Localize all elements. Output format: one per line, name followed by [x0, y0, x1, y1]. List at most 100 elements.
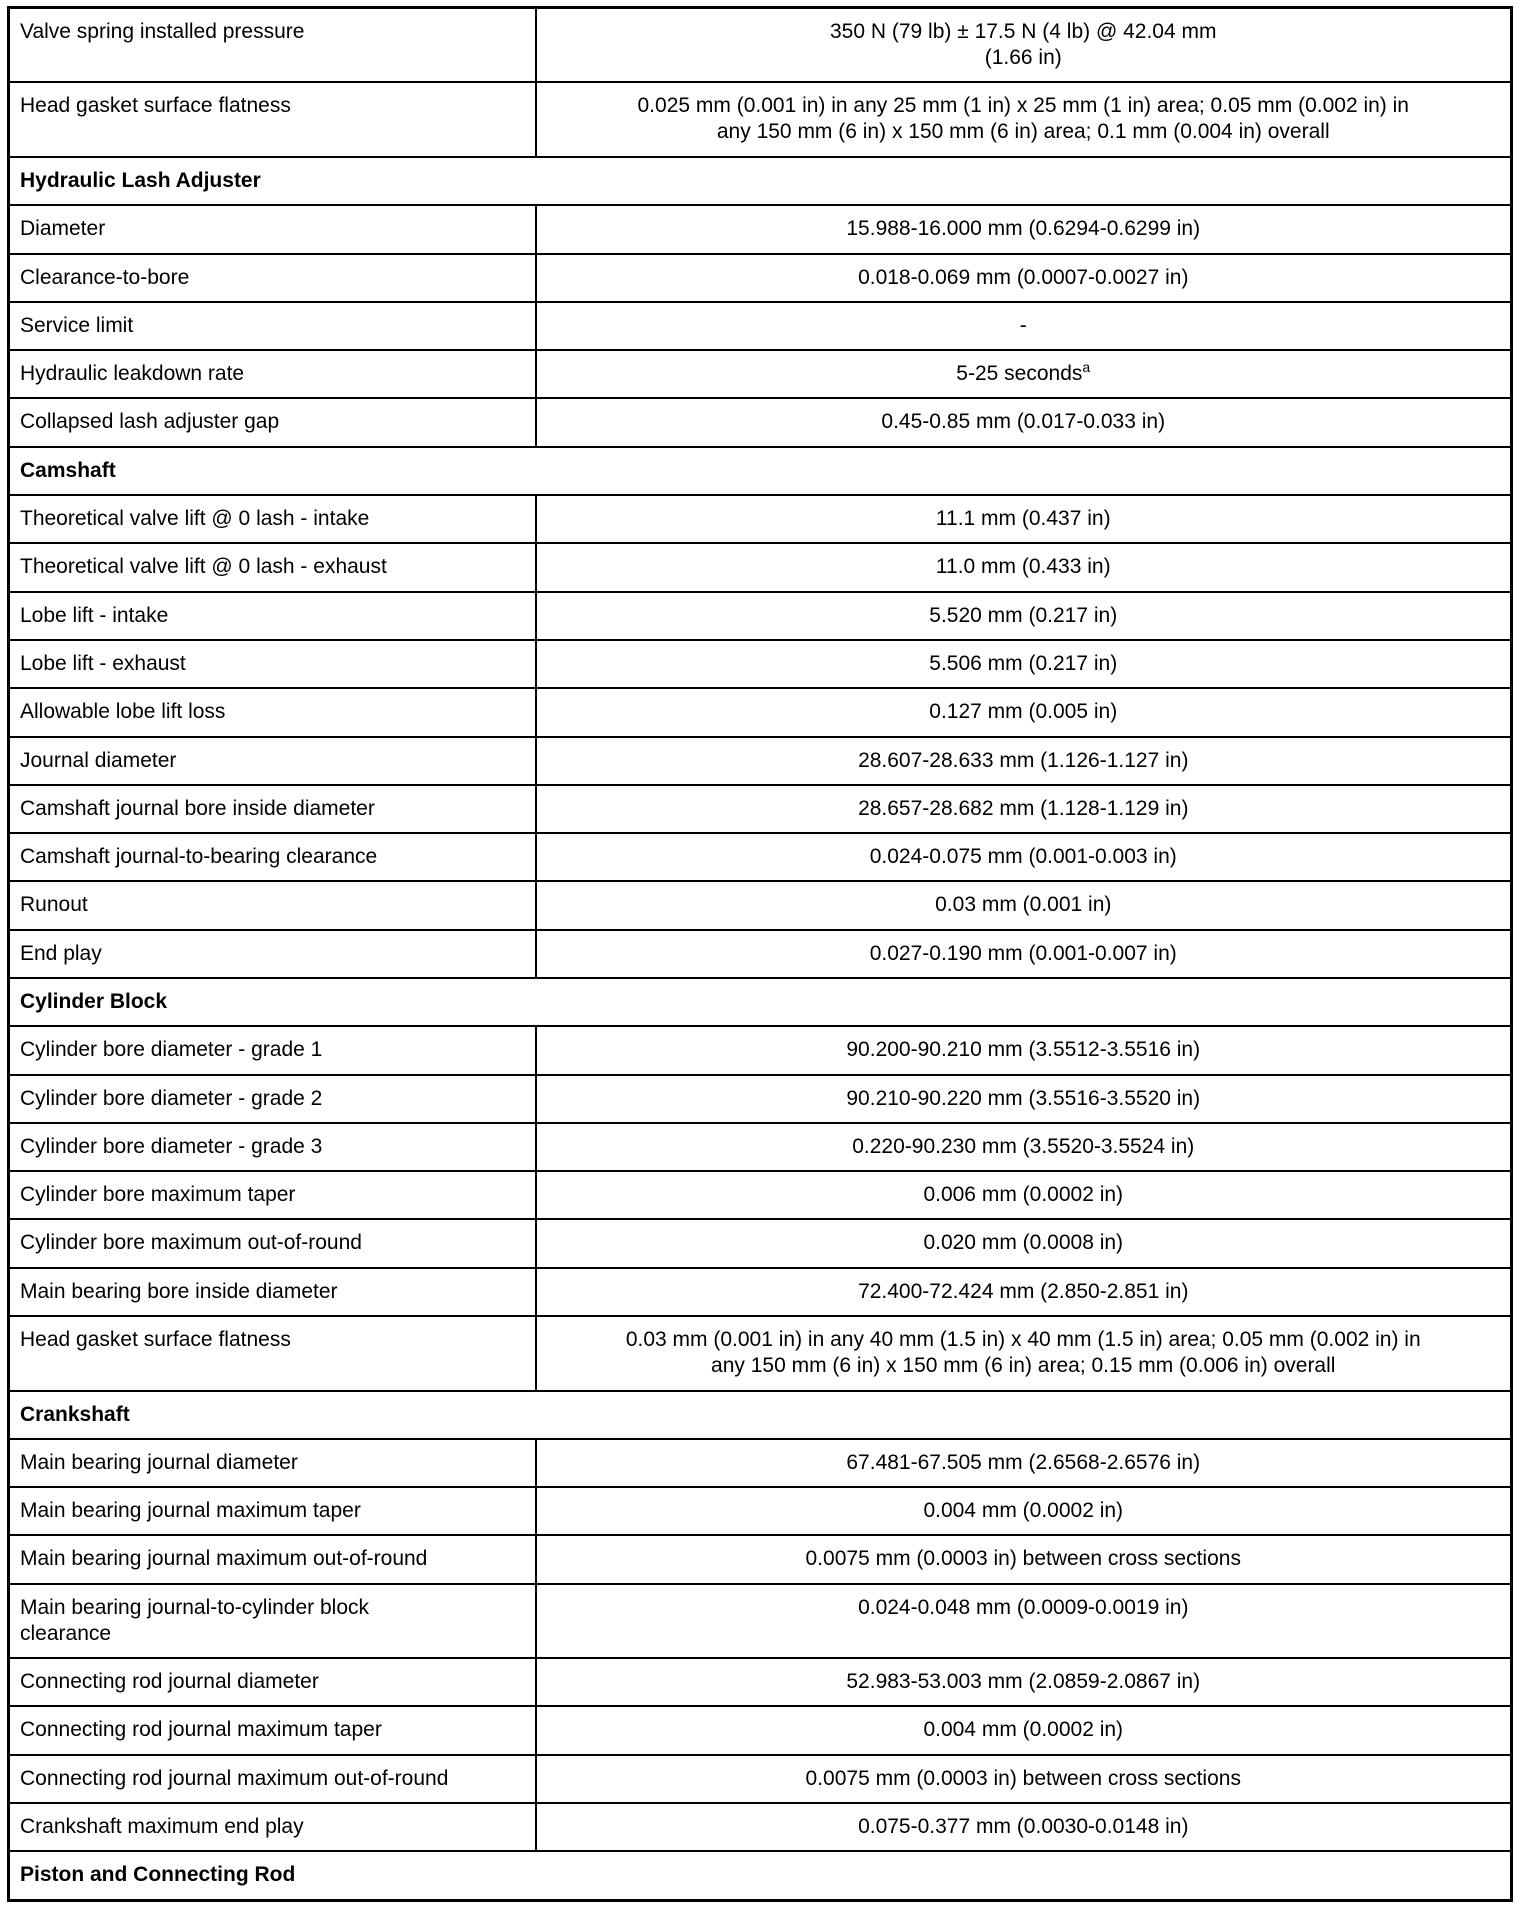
- spec-label: Journal diameter: [7, 735, 537, 786]
- spec-value-text: 67.481-67.505 mm (2.6568-2.6576 in): [846, 1450, 1201, 1474]
- spec-label: Connecting rod journal diameter: [7, 1657, 537, 1708]
- table-row: Cylinder bore diameter - grade 1 90.200-9…: [7, 1025, 1513, 1076]
- spec-value-text: 90.200-90.210 mm (3.5512-3.5516 in): [846, 1038, 1201, 1062]
- spec-value-text: 0.024-0.048 mm (0.0009-0.0019 in): [858, 1595, 1189, 1619]
- spec-value: 72.400-72.424 mm (2.850-2.851 in): [534, 1266, 1513, 1318]
- spec-label: Head gasket surface flatness: [7, 1315, 537, 1392]
- spec-value: 5-25 secondsa: [534, 349, 1513, 400]
- table-row: Cylinder bore maximum out-of-round 0.020 …: [7, 1218, 1513, 1269]
- table-row: Head gasket surface flatness 0.03 mm (0.0…: [7, 1315, 1513, 1392]
- spec-value: 350 N (79 lb) ± 17.5 N (4 lb) @ 42.04 mm…: [534, 6, 1513, 84]
- spec-value-text: 0.024-0.075 mm (0.001-0.003 in): [869, 845, 1177, 869]
- spec-label: Hydraulic leakdown rate: [7, 349, 537, 400]
- spec-value: 11.0 mm (0.433 in): [534, 542, 1513, 593]
- spec-label: Service limit: [7, 300, 537, 352]
- spec-label: Valve spring installed pressure: [7, 6, 537, 84]
- table-row: Connecting rod journal maximum out-of-ro…: [7, 1753, 1513, 1805]
- table-row: Service limit -: [7, 300, 1513, 352]
- spec-label: Lobe lift - exhaust: [7, 638, 537, 690]
- table-row: Main bearing bore inside diameter 72.400-…: [7, 1266, 1513, 1318]
- section-row: Camshaft: [7, 445, 1513, 497]
- spec-label: End play: [7, 928, 537, 979]
- spec-value-text: -: [1019, 313, 1027, 337]
- spec-value: 28.607-28.633 mm (1.126-1.127 in): [534, 735, 1513, 786]
- spec-value-text: 350 N (79 lb) ± 17.5 N (4 lb) @ 42.04 mm…: [829, 20, 1217, 69]
- table-row: Runout 0.03 mm (0.001 in): [7, 880, 1513, 931]
- spec-value: 0.220-90.230 mm (3.5520-3.5524 in): [534, 1121, 1513, 1173]
- spec-value-text: 0.018-0.069 mm (0.0007-0.0027 in): [858, 265, 1189, 289]
- spec-value: 0.018-0.069 mm (0.0007-0.0027 in): [534, 252, 1513, 303]
- table-row: Theoretical valve lift @ 0 lash - exhaus…: [7, 542, 1513, 593]
- spec-value-text: 0.127 mm (0.005 in): [929, 700, 1118, 724]
- table-row: End play 0.027-0.190 mm (0.001-0.007 in): [7, 928, 1513, 979]
- spec-value-text: 0.0075 mm (0.0003 in) between cross sect…: [805, 1766, 1241, 1790]
- table-row: Camshaft journal bore inside diameter 28.…: [7, 783, 1513, 835]
- spec-value-text: 5-25 seconds: [956, 362, 1083, 386]
- spec-value: 0.024-0.075 mm (0.001-0.003 in): [534, 832, 1513, 883]
- spec-label: Cylinder bore diameter - grade 3: [7, 1121, 537, 1173]
- table-row: Diameter 15.988-16.000 mm (0.6294-0.6299 …: [7, 204, 1513, 255]
- spec-label: Connecting rod journal maximum taper: [7, 1705, 537, 1756]
- section-header: Camshaft: [7, 445, 1513, 497]
- spec-table-body: Valve spring installed pressure 350 N (79…: [7, 6, 1513, 1902]
- spec-label: Diameter: [7, 204, 537, 255]
- spec-value: 0.45-0.85 mm (0.017-0.033 in): [534, 397, 1513, 448]
- section-row: Crankshaft: [7, 1389, 1513, 1440]
- spec-value: 5.506 mm (0.217 in): [534, 638, 1513, 690]
- spec-value: 0.127 mm (0.005 in): [534, 687, 1513, 738]
- spec-label: Main bearing journal maximum taper: [7, 1486, 537, 1537]
- spec-value: 11.1 mm (0.437 in): [534, 494, 1513, 545]
- spec-label: Main bearing journal diameter: [7, 1437, 537, 1489]
- footnote-marker: a: [1082, 359, 1091, 376]
- spec-label: Camshaft journal-to-bearing clearance: [7, 832, 537, 883]
- table-row: Main bearing journal maximum out-of-roun…: [7, 1534, 1513, 1585]
- table-row: Lobe lift - intake 5.520 mm (0.217 in): [7, 590, 1513, 641]
- section-row: Piston and Connecting Rod: [7, 1850, 1513, 1902]
- spec-label: Connecting rod journal maximum out-of-ro…: [7, 1753, 537, 1805]
- section-header: Hydraulic Lash Adjuster: [7, 155, 1513, 207]
- spec-value-text: 28.607-28.633 mm (1.126-1.127 in): [858, 748, 1189, 772]
- table-row: Main bearing journal-to-cylinder block c…: [7, 1582, 1513, 1660]
- spec-value-text: 0.03 mm (0.001 in): [935, 893, 1112, 917]
- table-row: Collapsed lash adjuster gap 0.45-0.85 mm …: [7, 397, 1513, 448]
- spec-value: -: [534, 300, 1513, 352]
- spec-value-text: 90.210-90.220 mm (3.5516-3.5520 in): [846, 1086, 1201, 1110]
- spec-label: Lobe lift - intake: [7, 590, 537, 641]
- spec-label: Allowable lobe lift loss: [7, 687, 537, 738]
- spec-value-text: 0.004 mm (0.0002 in): [923, 1718, 1124, 1742]
- spec-label: Main bearing bore inside diameter: [7, 1266, 537, 1318]
- spec-value: 0.020 mm (0.0008 in): [534, 1218, 1513, 1269]
- spec-label: Cylinder bore maximum out-of-round: [7, 1218, 537, 1269]
- spec-value-text: 11.0 mm (0.433 in): [935, 555, 1111, 579]
- spec-value: 28.657-28.682 mm (1.128-1.129 in): [534, 783, 1513, 835]
- spec-value: 0.004 mm (0.0002 in): [534, 1486, 1513, 1537]
- table-row: Cylinder bore diameter - grade 2 90.210-9…: [7, 1073, 1513, 1124]
- spec-label: Main bearing journal maximum out-of-roun…: [7, 1534, 537, 1585]
- spec-label: Head gasket surface flatness: [7, 81, 537, 158]
- table-row: Hydraulic leakdown rate 5-25 secondsa: [7, 349, 1513, 400]
- spec-value: 5.520 mm (0.217 in): [534, 590, 1513, 641]
- table-row: Head gasket surface flatness 0.025 mm (0.…: [7, 81, 1513, 158]
- spec-value: 0.027-0.190 mm (0.001-0.007 in): [534, 928, 1513, 979]
- spec-value-text: 0.004 mm (0.0002 in): [923, 1499, 1124, 1523]
- section-header: Cylinder Block: [7, 976, 1513, 1028]
- spec-value-text: 5.520 mm (0.217 in): [929, 603, 1118, 627]
- spec-label: Cylinder bore diameter - grade 2: [7, 1073, 537, 1124]
- table-row: Connecting rod journal diameter 52.983-53…: [7, 1657, 1513, 1708]
- spec-value: 67.481-67.505 mm (2.6568-2.6576 in): [534, 1437, 1513, 1489]
- spec-value: 0.006 mm (0.0002 in): [534, 1170, 1513, 1221]
- spec-value-text: 0.075-0.377 mm (0.0030-0.0148 in): [858, 1815, 1189, 1839]
- spec-value-text: 52.983-53.003 mm (2.0859-2.0867 in): [846, 1670, 1201, 1694]
- spec-value-text: 11.1 mm (0.437 in): [935, 507, 1111, 531]
- spec-label: Main bearing journal-to-cylinder block c…: [7, 1582, 537, 1660]
- table-row: Crankshaft maximum end play 0.075-0.377 m…: [7, 1802, 1513, 1853]
- spec-value-text: 0.006 mm (0.0002 in): [923, 1183, 1124, 1207]
- spec-value: 0.075-0.377 mm (0.0030-0.0148 in): [534, 1802, 1513, 1853]
- table-row: Valve spring installed pressure 350 N (79…: [7, 6, 1513, 84]
- table-row: Main bearing journal diameter 67.481-67.5…: [7, 1437, 1513, 1489]
- section-row: Hydraulic Lash Adjuster: [7, 155, 1513, 207]
- spec-value: 0.024-0.048 mm (0.0009-0.0019 in): [534, 1582, 1513, 1660]
- spec-value-text: 0.027-0.190 mm (0.001-0.007 in): [869, 941, 1177, 965]
- spec-label: Runout: [7, 880, 537, 931]
- spec-value-text: 15.988-16.000 mm (0.6294-0.6299 in): [846, 217, 1201, 241]
